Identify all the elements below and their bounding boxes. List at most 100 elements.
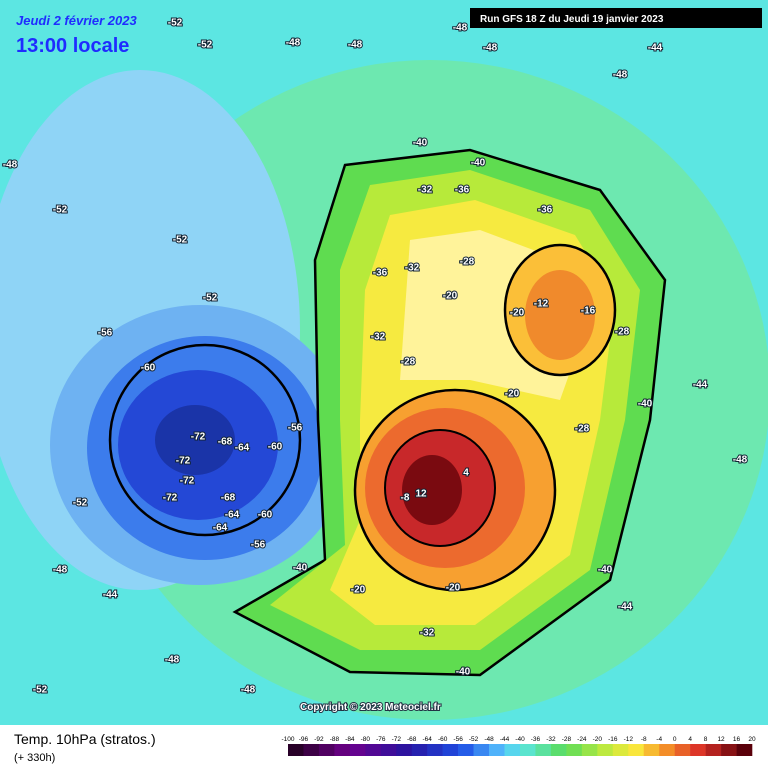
- contour-label: -52: [73, 498, 88, 509]
- contour-label: -60: [141, 363, 156, 374]
- warm-blob-inner: [525, 270, 595, 360]
- contour-label: -56: [251, 540, 266, 551]
- contour-label: -48: [286, 38, 301, 49]
- color-swatch: [380, 744, 397, 756]
- contour-label: -32: [420, 628, 435, 639]
- legend-tick-label: 8: [704, 736, 708, 743]
- color-legend: -100 -96 -92 -88 -84 -80 -76 -72 -68 -64 -60 -56 -52…: [281, 736, 756, 756]
- color-swatch: [566, 744, 583, 756]
- legend-tick-label: -72: [392, 736, 402, 743]
- legend-tick-label: -44: [500, 736, 510, 743]
- contour-label: -40: [638, 399, 653, 410]
- contour-label: -48: [453, 23, 468, 34]
- color-swatch: [411, 744, 428, 756]
- contour-label: -20: [443, 291, 458, 302]
- valid-time: 13:00 locale: [16, 35, 129, 57]
- contour-label: -72: [180, 476, 195, 487]
- legend-tick-label: -20: [593, 736, 603, 743]
- contour-label: -28: [460, 257, 475, 268]
- footer-title: Temp. 10hPa (stratos.): [14, 731, 156, 747]
- color-swatch: [535, 744, 552, 756]
- color-swatch: [349, 744, 366, 756]
- contour-label: -48: [348, 40, 363, 51]
- contour-label: -48: [3, 160, 18, 171]
- legend-tick-label: -84: [345, 736, 355, 743]
- contour-label: -52: [53, 205, 68, 216]
- legend-tick-label: -12: [624, 736, 634, 743]
- legend-tick-label: -4: [656, 736, 662, 743]
- contour-label: -48: [483, 43, 498, 54]
- contour-label: -40: [598, 565, 613, 576]
- color-swatch: [396, 744, 413, 756]
- legend-tick-label: -48: [484, 736, 494, 743]
- legend-tick-label: -16: [608, 736, 618, 743]
- legend-tick-label: -40: [515, 736, 525, 743]
- legend-tick-label: -88: [330, 736, 340, 743]
- color-swatch: [659, 744, 675, 756]
- contour-label: -20: [510, 308, 525, 319]
- contour-label: -40: [471, 158, 486, 169]
- color-swatch: [365, 744, 382, 756]
- color-swatch: [550, 744, 567, 756]
- contour-label: -48: [733, 455, 748, 466]
- contour-label: -28: [575, 424, 590, 435]
- legend-tick-label: -28: [562, 736, 572, 743]
- contour-labels: -52 -52 -48 -48 -48 -48 -44 -48 -48 -52 -52 -52 -56 -…: [2, 17, 749, 697]
- color-swatch: [520, 744, 536, 756]
- contour-label: -40: [293, 563, 308, 574]
- contour-label: -40: [413, 138, 428, 149]
- legend-tick-label: -64: [422, 736, 432, 743]
- run-box: [470, 8, 762, 28]
- color-swatch: [489, 744, 505, 756]
- contour-label: -16: [581, 306, 596, 317]
- contour-label: -44: [648, 43, 663, 54]
- contour-label: -36: [538, 205, 553, 216]
- contour-label: -44: [103, 590, 118, 601]
- legend-tick-label: -96: [299, 736, 309, 743]
- contour-label: -44: [618, 602, 633, 613]
- contour-label: -60: [258, 510, 273, 521]
- legend-tick-label: -76: [376, 736, 386, 743]
- color-swatch: [690, 744, 706, 756]
- contour-label: -52: [173, 235, 188, 246]
- color-swatch: [736, 744, 753, 756]
- color-swatch: [628, 744, 645, 756]
- color-swatch: [318, 744, 335, 756]
- contour-label: -44: [693, 380, 708, 391]
- legend-tick-label: 12: [717, 736, 725, 743]
- legend-tick-label: -60: [438, 736, 448, 743]
- contour-label: -36: [455, 185, 470, 196]
- legend-tick-label: 16: [733, 736, 741, 743]
- legend-tick-label: 20: [748, 736, 756, 743]
- contour-label: 12: [415, 489, 427, 500]
- contour-label: -32: [405, 263, 420, 274]
- color-swatch: [288, 744, 304, 756]
- contour-label: -28: [401, 357, 416, 368]
- color-swatch: [458, 744, 474, 756]
- color-swatch: [334, 744, 351, 756]
- contour-label: -72: [191, 432, 206, 443]
- color-swatch: [612, 744, 629, 756]
- color-swatch: [473, 744, 490, 756]
- contour-label: -68: [221, 493, 236, 504]
- contour-label: -72: [176, 456, 191, 467]
- contour-label: -48: [613, 70, 628, 81]
- contour-label: -32: [371, 332, 386, 343]
- contour-label: -28: [615, 327, 630, 338]
- run-info: Run GFS 18 Z du Jeudi 19 janvier 2023: [480, 14, 664, 25]
- legend-tick-label: -56: [453, 736, 463, 743]
- color-swatch: [442, 744, 459, 756]
- contour-label: -52: [168, 18, 183, 29]
- contour-label: -64: [213, 523, 228, 534]
- legend-tick-label: -100: [281, 736, 294, 743]
- footer-lead: (+ 330h): [14, 752, 55, 764]
- contour-bold: [108, 343, 302, 537]
- color-swatch: [303, 744, 320, 756]
- contour-label: -52: [198, 40, 213, 51]
- contour-label: -60: [268, 442, 283, 453]
- contour-label: -20: [505, 389, 520, 400]
- contour-label: -20: [446, 583, 461, 594]
- contour-label: -20: [351, 585, 366, 596]
- legend-tick-label: -24: [577, 736, 587, 743]
